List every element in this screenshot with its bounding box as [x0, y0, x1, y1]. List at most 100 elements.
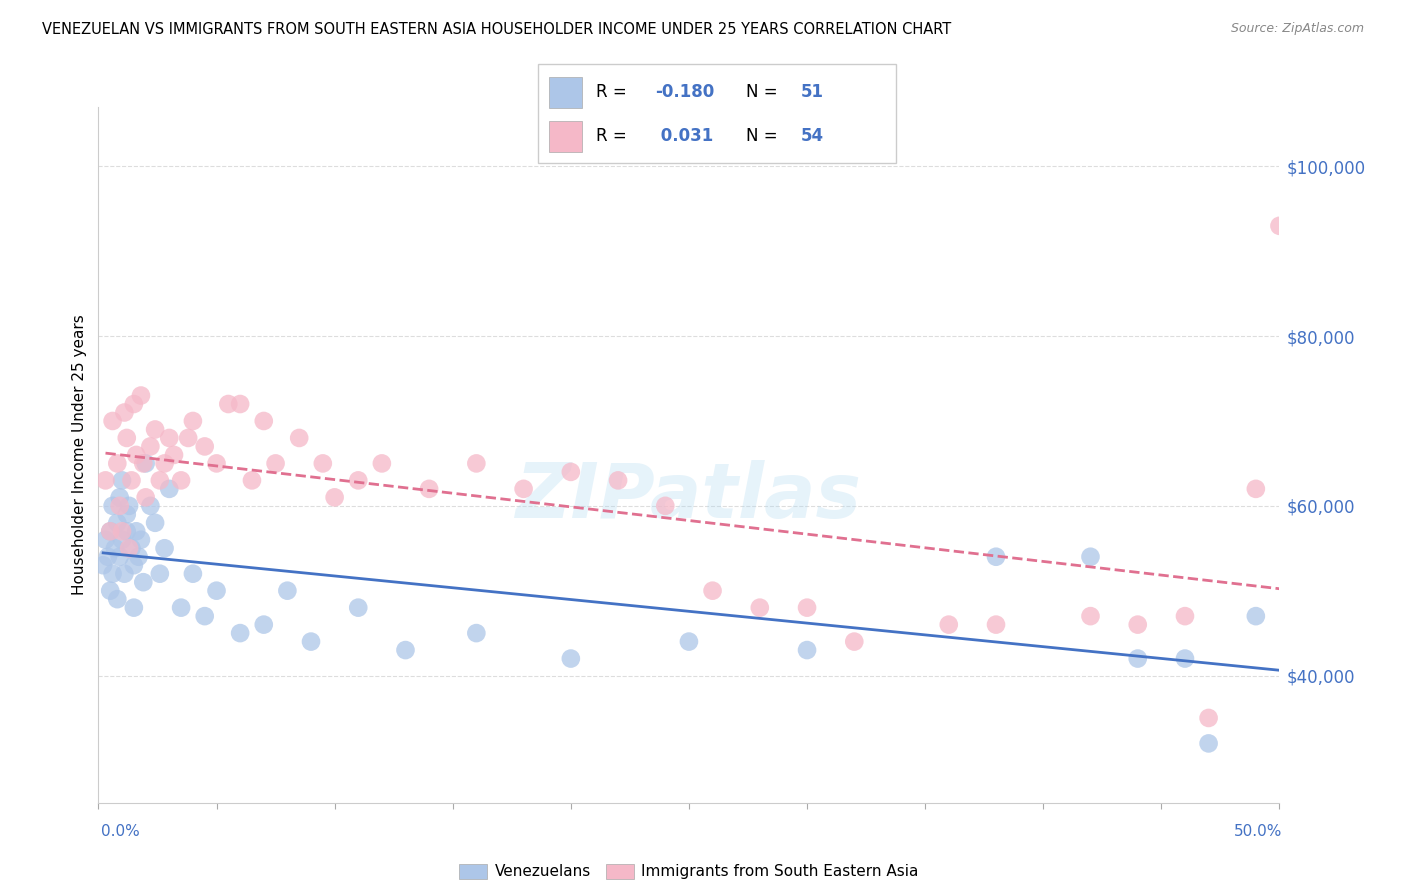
Point	[135, 491, 157, 505]
Point	[108, 549, 131, 564]
Point	[153, 457, 176, 471]
Point	[177, 431, 200, 445]
Point	[1198, 711, 1220, 725]
Point	[111, 474, 134, 488]
Point	[122, 558, 145, 573]
Text: ZIPatlas: ZIPatlas	[516, 459, 862, 533]
Point	[194, 609, 217, 624]
Point	[104, 541, 127, 556]
Point	[98, 583, 121, 598]
Point	[654, 499, 676, 513]
Text: -0.180: -0.180	[655, 83, 714, 101]
Point	[121, 474, 143, 488]
Point	[702, 583, 724, 598]
Point	[111, 533, 134, 547]
Point	[128, 549, 150, 564]
Point	[125, 524, 148, 539]
Text: 54: 54	[801, 128, 824, 145]
Point	[560, 651, 582, 665]
Point	[607, 474, 630, 488]
Point	[115, 431, 138, 445]
Point	[139, 439, 162, 453]
Point	[91, 558, 114, 573]
Point	[299, 634, 322, 648]
Point	[97, 549, 120, 564]
Point	[108, 491, 131, 505]
Point	[122, 600, 145, 615]
Text: 0.031: 0.031	[655, 128, 713, 145]
Point	[276, 583, 298, 598]
Point	[115, 524, 138, 539]
Point	[101, 566, 124, 581]
Text: N =: N =	[747, 83, 783, 101]
Point	[229, 397, 252, 411]
Point	[101, 499, 124, 513]
Point	[111, 524, 134, 539]
Point	[796, 600, 818, 615]
Point	[796, 643, 818, 657]
Point	[139, 499, 162, 513]
Point	[984, 549, 1007, 564]
Point	[132, 457, 155, 471]
Point	[984, 617, 1007, 632]
Point	[560, 465, 582, 479]
Y-axis label: Householder Income Under 25 years: Householder Income Under 25 years	[72, 315, 87, 595]
Point	[748, 600, 770, 615]
Point	[135, 457, 157, 471]
Text: 0.0%: 0.0%	[101, 824, 141, 838]
Point	[1244, 482, 1267, 496]
FancyBboxPatch shape	[548, 77, 582, 108]
Point	[938, 617, 960, 632]
Point	[122, 397, 145, 411]
Point	[678, 634, 700, 648]
Text: R =: R =	[596, 83, 633, 101]
Point	[143, 516, 166, 530]
Point	[115, 508, 138, 522]
Point	[1268, 219, 1291, 233]
Point	[1174, 651, 1197, 665]
Point	[512, 482, 534, 496]
Point	[181, 414, 204, 428]
Point	[153, 541, 176, 556]
Point	[125, 448, 148, 462]
Point	[101, 414, 124, 428]
Point	[1244, 609, 1267, 624]
Point	[253, 617, 276, 632]
Point	[312, 457, 335, 471]
Point	[129, 533, 152, 547]
Point	[129, 388, 152, 402]
Point	[1126, 617, 1149, 632]
Point	[394, 643, 416, 657]
Point	[418, 482, 440, 496]
Point	[465, 626, 488, 640]
Point	[240, 474, 263, 488]
Point	[163, 448, 186, 462]
FancyBboxPatch shape	[548, 121, 582, 152]
Point	[1080, 609, 1102, 624]
Point	[105, 457, 128, 471]
Legend: Venezuelans, Immigrants from South Eastern Asia: Venezuelans, Immigrants from South Easte…	[453, 857, 925, 886]
Text: VENEZUELAN VS IMMIGRANTS FROM SOUTH EASTERN ASIA HOUSEHOLDER INCOME UNDER 25 YEA: VENEZUELAN VS IMMIGRANTS FROM SOUTH EAST…	[42, 22, 952, 37]
Point	[844, 634, 866, 648]
FancyBboxPatch shape	[538, 64, 896, 163]
Text: Source: ZipAtlas.com: Source: ZipAtlas.com	[1230, 22, 1364, 36]
Point	[143, 422, 166, 436]
Point	[1080, 549, 1102, 564]
Point	[132, 575, 155, 590]
Point	[1174, 609, 1197, 624]
Point	[347, 474, 370, 488]
Point	[112, 566, 135, 581]
Point	[229, 626, 252, 640]
Point	[112, 405, 135, 419]
Point	[149, 474, 172, 488]
Point	[181, 566, 204, 581]
Point	[264, 457, 287, 471]
Point	[205, 583, 228, 598]
Point	[465, 457, 488, 471]
Point	[323, 491, 346, 505]
Point	[205, 457, 228, 471]
Point	[1126, 651, 1149, 665]
Text: N =: N =	[747, 128, 783, 145]
Point	[121, 541, 143, 556]
Point	[94, 533, 117, 547]
